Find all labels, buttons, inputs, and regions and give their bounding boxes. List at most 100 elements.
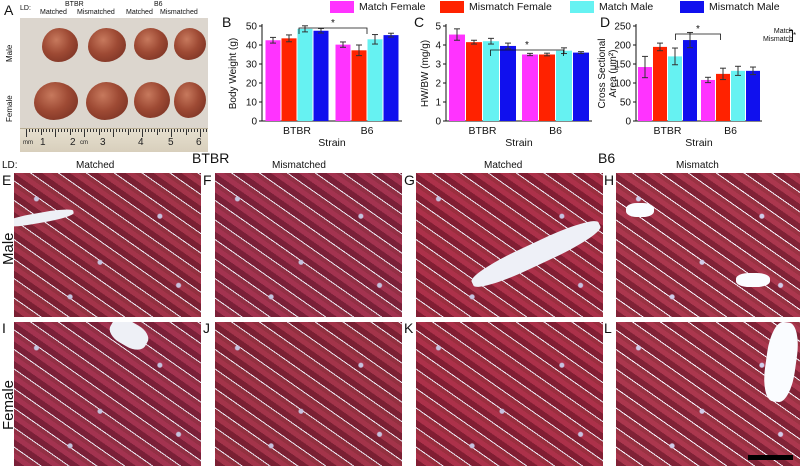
ruler-tick xyxy=(202,129,204,132)
y-tick-label: 2 xyxy=(435,79,441,90)
bar xyxy=(731,70,745,121)
ruler-tick xyxy=(89,129,91,132)
heart-image xyxy=(134,82,170,118)
ruler-tick xyxy=(144,129,146,132)
histology-col-header: Mismatch xyxy=(676,160,719,171)
histology-image-l xyxy=(616,322,800,466)
photo-col-mismatched-2: Mismatched xyxy=(160,9,198,16)
ruler-unit-cm: cm xyxy=(80,140,88,146)
y-tick-label: 0 xyxy=(251,117,257,128)
y-tick-label: 50 xyxy=(246,22,258,33)
ruler-tick xyxy=(81,129,83,132)
ruler-tick xyxy=(92,129,94,132)
ruler-tick xyxy=(95,129,97,132)
histology-image-k xyxy=(416,322,603,466)
ruler-tick xyxy=(136,129,138,132)
legend-label: Mismatch Female xyxy=(469,1,552,13)
significance-bracket xyxy=(490,49,564,56)
y-tick-label: 1 xyxy=(435,98,441,109)
histology-image-j xyxy=(215,322,402,466)
x-tick-label: B6 xyxy=(549,125,562,137)
y-axis-label: Cross Sectional xyxy=(597,38,608,108)
bar xyxy=(573,52,589,121)
ruler-tick xyxy=(110,129,112,132)
ruler-tick xyxy=(84,129,85,137)
x-tick-label: BTBR xyxy=(283,125,311,137)
ruler-number: 6 xyxy=(196,137,202,148)
chart-c-svg: 0 1 2 3 4 5 BTBR B6 Strain HW/BW (mg/g) * xyxy=(420,22,592,149)
panel-letter-g: G xyxy=(404,172,415,188)
y-tick-label: 3 xyxy=(435,60,441,71)
panel-letter-j: J xyxy=(203,320,210,336)
bar xyxy=(265,40,281,121)
y-tick-label: 4 xyxy=(435,41,441,52)
significance-star: * xyxy=(525,40,529,51)
x-tick-label: B6 xyxy=(724,125,737,137)
ruler-tick xyxy=(43,129,45,132)
chart-d-svg: 0 50 100 150 200 250 BTBR B6 Strain Cross Section… xyxy=(597,22,762,149)
panel-letter-b: B xyxy=(222,14,232,30)
bar xyxy=(297,28,313,122)
x-axis-label: Strain xyxy=(685,137,713,149)
ruler-tick xyxy=(173,129,175,132)
histology-ld-label: LD: xyxy=(2,160,18,171)
bar xyxy=(701,79,715,121)
photo-strain-btbr: BTBR xyxy=(65,1,84,8)
ruler-tick xyxy=(191,129,193,132)
x-tick-label: B6 xyxy=(361,125,374,137)
ruler-tick xyxy=(133,129,135,132)
ruler-tick xyxy=(46,129,48,132)
ruler-tick xyxy=(176,129,178,132)
ruler-tick xyxy=(31,129,33,132)
ruler-tick xyxy=(40,129,42,135)
bar xyxy=(539,54,555,121)
ruler-tick xyxy=(104,129,106,132)
y-tick-label: 200 xyxy=(614,41,631,52)
ruler-tick xyxy=(205,129,207,132)
ruler-tick xyxy=(139,129,141,132)
chart-legend: Match Female Mismatch Female Match Male … xyxy=(330,0,800,14)
ruler-tick xyxy=(188,129,190,132)
side-note-mismatch: Mismatch xyxy=(763,36,793,43)
photo-col-matched-2: Matched xyxy=(126,9,153,16)
legend-label: Match Male xyxy=(599,1,654,13)
ruler-tick xyxy=(159,129,161,132)
ruler-tick xyxy=(182,129,184,132)
chart-b-svg: 0 10 20 30 40 50 BTBR B6 Strain Body Weight (g) * xyxy=(228,18,402,149)
ruler-tick xyxy=(142,129,143,137)
chart-cross-sectional-area: 0 50 100 150 200 250 BTBR B6 Strain Cross Section… xyxy=(597,14,764,158)
ruler-tick xyxy=(150,129,152,132)
panel-letter-d: D xyxy=(600,14,611,30)
y-tick-label: 10 xyxy=(246,98,258,109)
heart-image xyxy=(86,82,128,120)
heart-image xyxy=(34,82,78,120)
bar xyxy=(483,41,499,122)
ruler-tick xyxy=(28,129,30,132)
heart-image xyxy=(42,28,78,62)
bar xyxy=(653,46,667,121)
ruler-tick xyxy=(55,129,56,137)
x-tick-label: BTBR xyxy=(468,125,496,137)
tissue-gap xyxy=(14,206,75,230)
bar xyxy=(466,42,482,121)
y-axis-label: HW/BW (mg/g) xyxy=(420,40,431,107)
histology-col-header: Mismatched xyxy=(272,160,326,171)
x-axis-label: Strain xyxy=(505,137,533,149)
ruler-tick xyxy=(66,129,68,132)
y-tick-label: 0 xyxy=(435,117,441,128)
y-axis-label: Area (μm²) xyxy=(608,50,619,98)
tissue-gap xyxy=(760,322,800,404)
x-axis-label: Strain xyxy=(318,137,346,149)
photo-col-mismatched-1: Mismatched xyxy=(77,9,115,16)
ruler-tick xyxy=(124,129,126,132)
bar xyxy=(449,34,465,121)
match-mismatch-note: Match Mismatch xyxy=(763,28,793,44)
ruler-tick xyxy=(113,129,114,137)
bar xyxy=(313,30,329,121)
heart-image xyxy=(174,28,206,60)
bar xyxy=(335,44,351,121)
scale-bar xyxy=(748,455,793,460)
ruler-tick xyxy=(171,129,172,137)
significance-star: * xyxy=(331,18,335,29)
tissue-gap xyxy=(626,203,654,217)
